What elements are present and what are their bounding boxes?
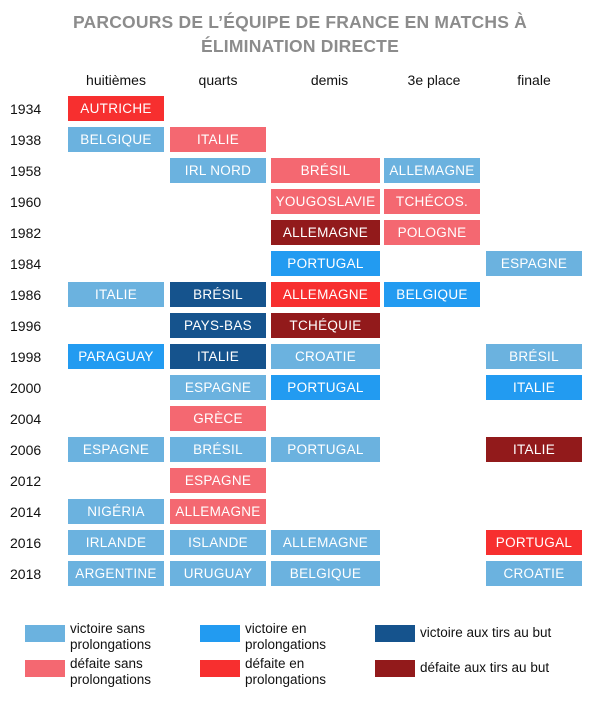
match-cell: ISLANDE: [170, 530, 266, 555]
match-cell: BELGIQUE: [68, 127, 164, 152]
column-header: quarts: [198, 72, 238, 88]
match-cell: ALLEMAGNE: [384, 158, 480, 183]
legend-label-line: prolongations: [245, 672, 327, 687]
legend-label-line: défaite aux tirs au but: [420, 660, 550, 675]
match-cell: BRÉSIL: [486, 344, 582, 369]
year-label: 2014: [10, 504, 42, 520]
match-cell: PORTUGAL: [486, 530, 582, 555]
match-cell: ITALIE: [68, 282, 164, 307]
match-cell: NIGÉRIA: [68, 499, 164, 524]
match-cell: ITALIE: [486, 375, 582, 400]
legend-label: défaite aux tirs au but: [420, 660, 549, 676]
year-label: 2000: [10, 380, 42, 396]
column-header: demis: [310, 72, 349, 88]
match-cell: CROATIE: [486, 561, 582, 586]
legend-label-line: défaite sans: [70, 656, 143, 671]
legend-label-line: prolongations: [70, 672, 152, 687]
match-cell: BELGIQUE: [271, 561, 380, 586]
year-label: 1958: [10, 163, 42, 179]
match-cell: ALLEMAGNE: [170, 499, 266, 524]
year-label: 2004: [10, 411, 42, 427]
legend-label-line: prolongations: [245, 637, 327, 652]
match-cell: CROATIE: [271, 344, 380, 369]
legend-swatch: [25, 625, 65, 642]
match-cell: URUGUAY: [170, 561, 266, 586]
legend-swatch: [375, 625, 415, 642]
legend-label: défaite en prolongations: [245, 656, 326, 688]
match-cell: ITALIE: [486, 437, 582, 462]
year-label: 1996: [10, 318, 42, 334]
column-header: finale: [517, 72, 551, 88]
legend-swatch: [200, 625, 240, 642]
match-cell: AUTRICHE: [68, 96, 164, 121]
match-cell: ITALIE: [170, 344, 266, 369]
chart-title-line-1: PARCOURS DE L’ÉQUIPE DE FRANCE EN MATCHS…: [72, 12, 528, 32]
year-label: 1960: [10, 194, 42, 210]
match-cell: PAYS-BAS: [170, 313, 266, 338]
match-cell: ESPAGNE: [68, 437, 164, 462]
year-label: 1938: [10, 132, 42, 148]
match-cell: ALLEMAGNE: [271, 220, 380, 245]
match-cell: PARAGUAY: [68, 344, 164, 369]
legend-label-line: victoire sans: [70, 621, 146, 636]
match-cell: ALLEMAGNE: [271, 282, 380, 307]
chart-title-line-2: ÉLIMINATION DIRECTE: [201, 36, 399, 56]
match-cell: BRÉSIL: [170, 282, 266, 307]
legend-label: victoire sans prolongations: [70, 621, 151, 653]
legend-label-line: victoire en: [245, 621, 307, 636]
year-label: 1934: [10, 101, 42, 117]
match-cell: POLOGNE: [384, 220, 480, 245]
match-cell: PORTUGAL: [271, 375, 380, 400]
match-cell: BRÉSIL: [271, 158, 380, 183]
column-header: 3e place: [407, 72, 461, 88]
match-cell: GRÈCE: [170, 406, 266, 431]
year-label: 2012: [10, 473, 42, 489]
year-label: 1984: [10, 256, 42, 272]
legend-swatch: [375, 660, 415, 677]
year-label: 1998: [10, 349, 42, 365]
column-header: huitièmes: [86, 72, 146, 88]
year-label: 2018: [10, 566, 42, 582]
match-cell: TCHÉCOS.: [384, 189, 480, 214]
legend-swatch: [200, 660, 240, 677]
legend-label: victoire en prolongations: [245, 621, 326, 653]
legend-swatch: [25, 660, 65, 677]
match-cell: ARGENTINE: [68, 561, 164, 586]
match-cell: BRÉSIL: [170, 437, 266, 462]
legend-label-line: défaite en: [245, 656, 305, 671]
match-cell: BELGIQUE: [384, 282, 480, 307]
match-cell: PORTUGAL: [271, 437, 380, 462]
year-label: 1982: [10, 225, 42, 241]
year-label: 2006: [10, 442, 42, 458]
legend-label: victoire aux tirs au but: [420, 625, 551, 641]
match-cell: YOUGOSLAVIE: [271, 189, 380, 214]
match-cell: ESPAGNE: [170, 468, 266, 493]
match-cell: ITALIE: [170, 127, 266, 152]
match-cell: ESPAGNE: [486, 251, 582, 276]
year-label: 2016: [10, 535, 42, 551]
match-cell: ALLEMAGNE: [271, 530, 380, 555]
year-label: 1986: [10, 287, 42, 303]
legend-label: défaite sans prolongations: [70, 656, 151, 688]
match-cell: ESPAGNE: [170, 375, 266, 400]
match-cell: IRL NORD: [170, 158, 266, 183]
match-cell: IRLANDE: [68, 530, 164, 555]
legend-label-line: victoire aux tirs au but: [420, 625, 552, 640]
legend-label-line: prolongations: [70, 637, 152, 652]
match-cell: PORTUGAL: [271, 251, 380, 276]
match-cell: TCHÉQUIE: [271, 313, 380, 338]
